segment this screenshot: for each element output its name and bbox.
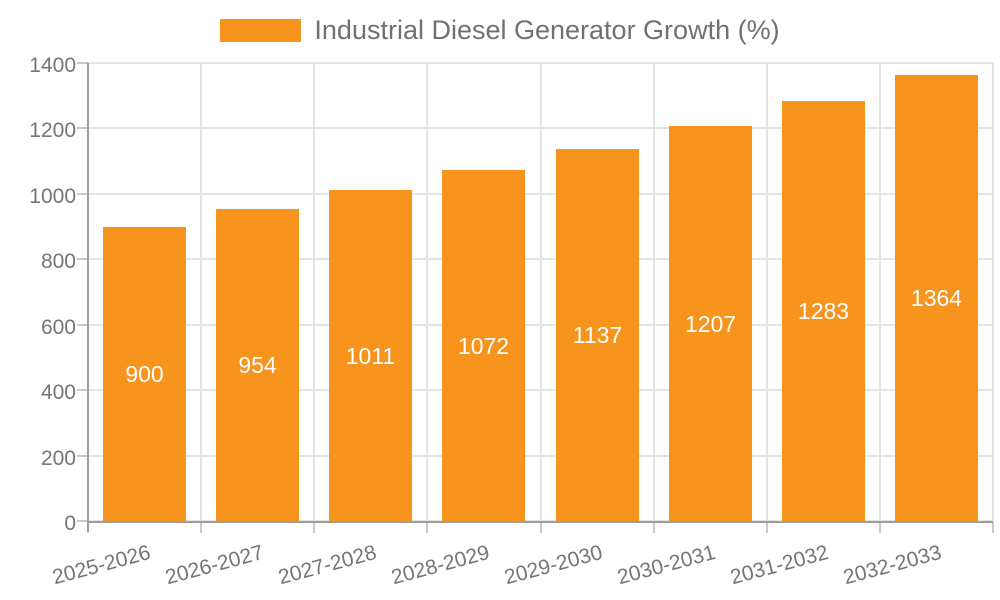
- x-axis-tick-label: 2025-2026: [49, 541, 153, 590]
- y-axis-line: [87, 63, 89, 532]
- bar-value-label: 1207: [684, 311, 737, 337]
- x-axis-tick-label: 2032-2033: [840, 541, 944, 590]
- x-gridline: [879, 63, 881, 521]
- y-axis-tick-label: 1200: [29, 119, 76, 142]
- x-tick-mark: [540, 522, 542, 533]
- bar-value-label: 1072: [457, 333, 510, 359]
- x-tick-mark: [879, 522, 881, 533]
- y-tick-mark: [77, 127, 88, 129]
- y-axis-tick-label: 0: [64, 512, 76, 535]
- y-tick-mark: [77, 258, 88, 260]
- y-tick-mark: [77, 193, 88, 195]
- y-axis-tick-label: 200: [40, 447, 76, 470]
- bar-value-label: 900: [125, 361, 164, 387]
- bar-value-label: 1011: [345, 343, 396, 369]
- bar[interactable]: [103, 227, 186, 521]
- x-axis-tick-label: 2026-2027: [162, 541, 266, 590]
- y-axis-tick-label: 1400: [29, 54, 76, 77]
- x-axis-tick-label: 2031-2032: [727, 541, 831, 590]
- y-axis-tick-label: 600: [40, 316, 76, 339]
- x-tick-mark: [653, 522, 655, 533]
- x-tick-mark: [200, 522, 202, 533]
- bar[interactable]: [329, 190, 412, 521]
- bar[interactable]: [556, 149, 639, 521]
- x-tick-mark: [426, 522, 428, 533]
- bar-value-label: 1364: [910, 285, 963, 311]
- x-axis-tick-label: 2029-2030: [501, 541, 605, 590]
- y-tick-mark: [77, 389, 88, 391]
- y-tick-mark: [77, 455, 88, 457]
- y-axis-tick-label: 1000: [29, 185, 76, 208]
- bar[interactable]: [442, 170, 525, 521]
- x-axis-tick-label: 2030-2031: [614, 541, 718, 590]
- y-axis-tick-label: 400: [40, 381, 76, 404]
- x-gridline: [540, 63, 542, 521]
- x-tick-mark: [992, 522, 994, 533]
- bar[interactable]: [216, 209, 299, 521]
- x-gridline: [766, 63, 768, 521]
- y-axis-tick-label: 800: [40, 250, 76, 273]
- bar[interactable]: [669, 126, 752, 521]
- bar-value-label: 954: [238, 352, 277, 378]
- x-gridline: [653, 63, 655, 521]
- x-tick-mark: [766, 522, 768, 533]
- x-axis-line: [88, 521, 993, 523]
- y-tick-mark: [77, 62, 88, 64]
- x-axis-tick-label: 2028-2029: [388, 541, 492, 590]
- legend-swatch: [220, 18, 302, 42]
- bar-value-label: 1137: [572, 322, 623, 348]
- bar[interactable]: [782, 101, 865, 521]
- chart-legend[interactable]: Industrial Diesel Generator Growth (%): [0, 15, 1000, 45]
- x-axis-tick-label: 2027-2028: [275, 541, 379, 590]
- x-gridline: [426, 63, 428, 521]
- y-tick-mark: [77, 520, 88, 522]
- y-tick-mark: [77, 324, 88, 326]
- bar-value-label: 1283: [797, 298, 850, 324]
- x-gridline: [992, 63, 994, 521]
- x-gridline: [200, 63, 202, 521]
- x-gridline: [313, 63, 315, 521]
- legend-label: Industrial Diesel Generator Growth (%): [314, 15, 780, 45]
- bar[interactable]: [895, 75, 978, 521]
- x-tick-mark: [313, 522, 315, 533]
